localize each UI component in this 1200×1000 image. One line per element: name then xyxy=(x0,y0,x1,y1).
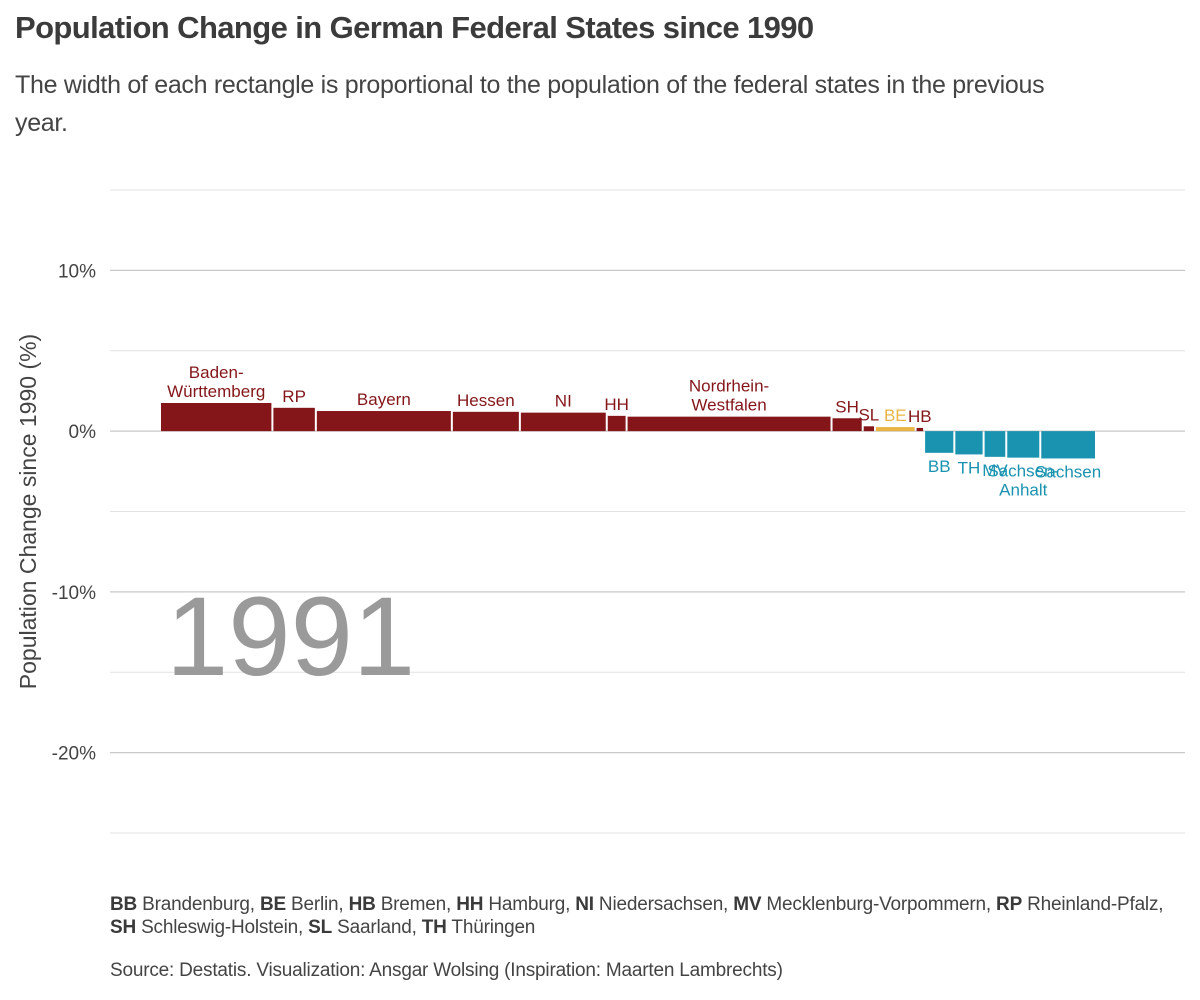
bar-sl xyxy=(863,426,874,432)
legend-abbr-sh: SH xyxy=(110,917,136,938)
y-tick-label: 0% xyxy=(69,422,97,443)
bar-label-nordrhein-westfalen: Nordrhein-Westfalen xyxy=(689,377,769,415)
bar-sachsen-anhalt xyxy=(1007,431,1040,458)
bar-sh xyxy=(832,418,862,432)
bar-bayern xyxy=(316,411,451,432)
y-tick-label: 10% xyxy=(58,261,96,282)
bar-label-hh: HH xyxy=(604,395,629,414)
legend-state-name: Niedersachsen, xyxy=(593,894,734,915)
legend-state-name: Mecklenburg-Vorpommern, xyxy=(761,894,997,915)
bar-label-sachsen: Sachsen xyxy=(1035,462,1101,481)
bar-hb xyxy=(916,427,924,432)
chart-area: 10% 0% -10% -20% Population Change since 199… xyxy=(15,189,1185,834)
legend-abbr-be: BE xyxy=(259,894,286,915)
bar-label-mv: MV xyxy=(982,461,1008,480)
legend-state-name: Bremen, xyxy=(375,894,457,915)
bar-label-ni: NI xyxy=(555,392,572,411)
legend-abbr-hb: HB xyxy=(348,894,376,915)
bar-bb xyxy=(925,431,954,453)
legend-state-name: Berlin, xyxy=(285,894,349,915)
bar-be xyxy=(875,427,915,432)
bar-baden-württemberg xyxy=(161,402,272,432)
y-tick-label: -10% xyxy=(52,583,96,604)
legend-state-name: Brandenburg, xyxy=(137,894,260,915)
legend-abbr-mv: MV xyxy=(733,894,762,915)
bar-label-sl: SL xyxy=(858,405,879,424)
legend-state-name: Saarland, xyxy=(332,917,422,938)
bar-label-bayern: Bayern xyxy=(357,390,411,409)
legend-abbr-th: TH xyxy=(421,917,447,938)
legend-state-name: Rheinland-Pfalz, xyxy=(1022,894,1164,915)
bar-label-be: BE xyxy=(884,406,907,425)
legend-state-name: Thüringen xyxy=(446,917,536,938)
y-axis-label: Population Change since 1990 (%) xyxy=(15,334,41,689)
bar-th xyxy=(955,431,983,455)
bar-label-rp: RP xyxy=(282,387,306,406)
bar-label-baden-württemberg: Baden-Württemberg xyxy=(167,363,265,401)
legend-state-name: Hamburg, xyxy=(483,894,576,915)
legend-abbr-hh: HH xyxy=(456,894,484,915)
bar-hessen xyxy=(452,411,519,432)
chart-subtitle: The width of each rectangle is proportio… xyxy=(15,71,1045,137)
bar-sachsen xyxy=(1041,431,1095,459)
legend-state-name: Schleswig-Holstein, xyxy=(136,917,309,938)
bar-mv xyxy=(984,431,1006,457)
bar-label-th: TH xyxy=(958,458,981,477)
chart-title: Population Change in German Federal Stat… xyxy=(15,10,814,45)
bar-label-hessen: Hessen xyxy=(457,391,515,410)
bar-nordrhein-westfalen xyxy=(627,416,831,432)
bar-ni xyxy=(520,412,606,432)
bar-label-sachsen-anhalt: Sachsen-Anhalt xyxy=(987,462,1059,500)
legend-abbr-sl: SL xyxy=(308,917,333,938)
abbreviation-legend: BB Brandenburg, BE Berlin, HB Bremen, HH… xyxy=(110,893,1170,939)
bar-hh xyxy=(607,415,626,432)
bar-rp xyxy=(273,407,315,432)
bar-label-hb: HB xyxy=(908,407,932,426)
bar-label-bb: BB xyxy=(928,457,951,476)
year-label: 1991 xyxy=(166,574,415,699)
bar-label-sh: SH xyxy=(835,397,859,416)
source-note: Source: Destatis. Visualization: Ansgar … xyxy=(110,960,783,981)
y-tick-label: -20% xyxy=(52,744,96,765)
legend-abbr-ni: NI xyxy=(575,894,594,915)
legend-abbr-rp: RP xyxy=(996,894,1023,915)
legend-abbr-bb: BB xyxy=(110,894,138,915)
